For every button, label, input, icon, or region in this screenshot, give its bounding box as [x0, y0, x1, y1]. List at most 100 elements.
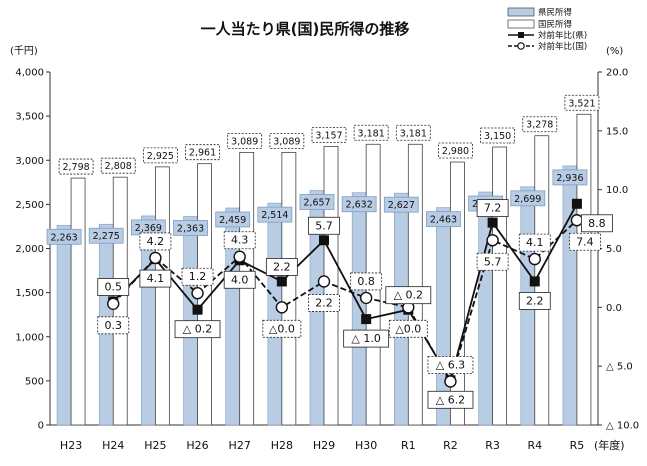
nat-rate-marker: [191, 287, 204, 300]
pref-rate-label: 7.2: [484, 202, 502, 215]
left-tick-label: 4,000: [15, 68, 44, 79]
pref-rate-marker: [571, 198, 582, 209]
nat-income-label-box: [522, 116, 558, 133]
nat-rate-label-box: [139, 232, 172, 251]
nat-income-label-box: [58, 158, 94, 175]
left-tick-label: 3,500: [15, 112, 44, 123]
nat-rate-label: 0.8: [357, 275, 375, 288]
right-tick-label: 20.0: [606, 68, 628, 79]
nat-rate-label-box: [308, 294, 340, 312]
bar-pref-income: [267, 202, 283, 426]
pref-rate-label-box: [385, 286, 432, 305]
nat-income-label-box: [395, 124, 431, 141]
pref-rate-label: 8.8: [588, 217, 606, 230]
right-tick-label: 10.0: [606, 185, 628, 196]
legend-marker-pref-rate: [518, 32, 524, 38]
nat-income-label-box: [311, 126, 347, 143]
pref-rate-label-box: [265, 258, 298, 276]
x-tick-label: R2: [443, 439, 458, 452]
legend-swatch-pref-income: [507, 7, 535, 17]
pref-income-label-box: [341, 196, 377, 213]
nat-rate-marker: [528, 252, 541, 266]
pref-income-label-box: [215, 211, 251, 228]
pref-rate-line: [112, 203, 578, 383]
pref-income-label: 2,363: [177, 223, 204, 234]
nat-rate-marker: [275, 301, 289, 314]
pref-income-label: 2,936: [556, 173, 583, 184]
nat-income-label-box: [269, 132, 305, 149]
x-tick-label: H29: [313, 439, 335, 452]
bar-nat-income: [70, 177, 86, 426]
nat-rate-label-box: [476, 252, 509, 271]
nat-rate-marker: [149, 251, 162, 265]
x-tick-label: H23: [60, 439, 82, 452]
x-axis-unit: (年度): [594, 438, 625, 452]
pref-income-label-box: [88, 227, 124, 244]
nat-rate-label-box: [569, 232, 601, 251]
pref-rate-label: 0.5: [104, 280, 122, 293]
pref-rate-label: 5.7: [315, 219, 333, 232]
left-axis-unit: (千円): [10, 45, 38, 57]
right-tick-label: 5.0: [606, 244, 622, 255]
x-tick-label: R3: [485, 439, 500, 452]
nat-rate-label: 4.2: [147, 235, 165, 248]
nat-income-label-box: [353, 124, 389, 141]
nat-income-label: 3,089: [231, 136, 258, 147]
nat-rate-marker: [444, 375, 457, 388]
left-tick-label: 2,000: [15, 244, 44, 255]
nat-rate-label-box: [262, 319, 302, 338]
left-tick-label: 2,500: [15, 200, 44, 211]
pref-rate-label-box: [343, 329, 390, 348]
pref-rate-marker: [192, 304, 203, 315]
x-tick-label: R5: [570, 439, 585, 452]
nat-income-label: 3,157: [315, 130, 342, 141]
nat-rate-label-box: [518, 233, 551, 252]
pref-income-label-box: [383, 196, 419, 213]
legend-label-pref-income: 県民所得: [538, 7, 573, 18]
pref-rate-label: △ 0.2: [183, 323, 212, 336]
nat-rate-label: 4.3: [231, 234, 249, 247]
legend-label-nat-income: 国民所得: [538, 19, 573, 30]
pref-rate-label: 4.1: [147, 272, 165, 285]
nat-rate-label-box: [350, 272, 383, 291]
left-tick-label: 0: [38, 421, 44, 432]
pref-income-label: 2,657: [303, 198, 330, 209]
nat-income-label-box: [564, 94, 600, 111]
x-tick-label: R4: [527, 439, 542, 452]
x-tick-label: H28: [271, 439, 293, 452]
axes-layer: 0 500 1,000 1,500 2,000 2,500 3,000 3,500 4,000 2…: [15, 68, 639, 453]
x-tick-label: H25: [144, 439, 166, 452]
bar-nat-income: [407, 143, 423, 426]
nat-rate-label-box: [97, 316, 130, 335]
nat-income-label: 3,181: [358, 128, 385, 139]
nat-income-label: 2,925: [147, 151, 174, 162]
pref-income-label: 2,459: [219, 215, 246, 226]
nat-income-label: 2,961: [189, 148, 216, 159]
x-tick-label: H27: [229, 439, 251, 452]
pref-rate-label: 4.0: [231, 273, 249, 286]
nat-income-label: 2,808: [105, 161, 132, 172]
left-tick-label: 1,500: [15, 288, 44, 299]
nat-income-label-box: [438, 142, 473, 159]
nat-rate-label: △0.0: [395, 322, 421, 335]
nat-income-label-box: [142, 147, 178, 164]
bar-nat-income: [576, 113, 592, 426]
nat-rate-label: 2.2: [315, 296, 333, 309]
right-axis-unit: (%): [606, 46, 623, 57]
nat-rate-marker: [107, 297, 120, 311]
labels-layer: 2,798 2,263 2,808 2,275 2,925 2,369 2,961 2,363…: [46, 94, 613, 409]
pref-rate-label: 2.2: [526, 294, 544, 307]
nat-rate-label: 4.1: [526, 236, 544, 249]
bar-pref-income: [351, 192, 367, 426]
nat-rate-label-box: [223, 231, 256, 250]
nat-rate-label: 5.7: [484, 255, 502, 268]
pref-income-label: 2,699: [514, 194, 541, 205]
bar-nat-income: [492, 146, 508, 426]
pref-income-label: 2,514: [261, 210, 288, 221]
pref-rate-label-box: [139, 269, 172, 288]
pref-rate-label-box: [476, 199, 509, 218]
right-tick-label: △ 10.0: [606, 421, 639, 432]
nat-rate-marker: [486, 234, 499, 247]
pref-rate-marker: [361, 314, 372, 325]
